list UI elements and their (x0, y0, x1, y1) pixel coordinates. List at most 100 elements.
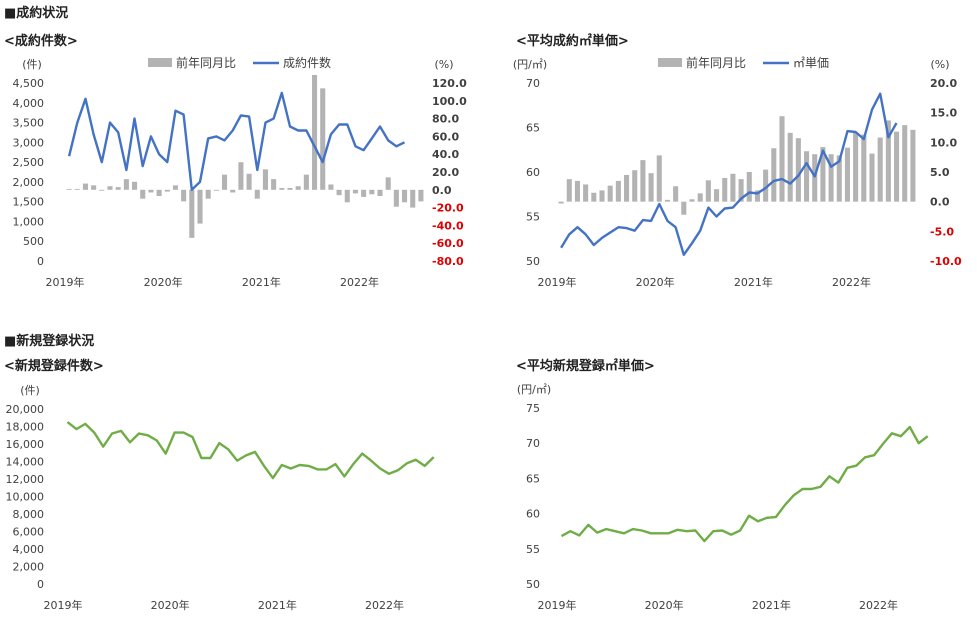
bar (271, 179, 277, 190)
bar (410, 189, 416, 208)
y-right-tick-label: -20.0 (432, 202, 464, 215)
y-right-tick-label: 60.0 (432, 130, 459, 143)
bar (648, 173, 654, 202)
bar (869, 153, 875, 202)
bar (303, 174, 309, 190)
bar (254, 189, 260, 199)
bar (894, 131, 900, 202)
y-left-tick-label: 12,000 (6, 473, 45, 486)
y-left-tick-label: 60 (526, 166, 540, 179)
y-left-tick-label: 10,000 (6, 491, 45, 504)
bar (615, 180, 621, 202)
bar (697, 193, 703, 202)
bar (836, 155, 842, 202)
bar (722, 177, 728, 202)
legend-swatch-bar (658, 58, 682, 67)
bar (574, 180, 580, 202)
y-left-unit-label: (件) (20, 384, 40, 397)
x-tick-label: 2022年 (365, 598, 404, 612)
y-left-tick-label: 500 (23, 235, 44, 248)
y-left-unit-label: (円/㎡) (517, 383, 551, 396)
y-left-tick-label: 55 (526, 543, 540, 556)
x-tick-label: 2019年 (538, 598, 577, 612)
bar (853, 132, 859, 202)
y-left-tick-label: 4,500 (13, 77, 45, 90)
y-right-tick-label: 120.0 (432, 77, 467, 90)
y-left-tick-label: 6,000 (13, 526, 45, 539)
bar (885, 120, 891, 202)
bar (66, 188, 72, 190)
y-left-tick-label: 55 (526, 211, 540, 224)
bar (607, 185, 613, 202)
bar (279, 188, 285, 190)
bar (787, 132, 793, 202)
bar (640, 160, 646, 202)
bar (763, 169, 769, 202)
bar (844, 147, 850, 202)
y-left-tick-label: 0 (37, 578, 44, 591)
legend-label-bar: 前年同月比 (176, 55, 236, 70)
y-right-tick-label: -60.0 (432, 237, 464, 250)
y-left-unit-label: (件) (22, 58, 42, 71)
bar (238, 162, 244, 190)
x-tick-label: 2022年 (832, 275, 871, 289)
bar (132, 181, 138, 190)
bar (140, 189, 146, 199)
chart-title-registrations-unit-price: <平均新規登録㎡単価> (516, 359, 655, 374)
bar (599, 190, 605, 202)
y-right-unit-label: (%) (930, 58, 949, 71)
bar (746, 172, 752, 202)
y-left-tick-label: 65 (526, 122, 540, 135)
x-tick-label: 2020年 (645, 598, 684, 612)
bar (754, 190, 760, 202)
y-right-tick-label: 80.0 (432, 113, 459, 126)
y-left-tick-label: 4,000 (13, 543, 45, 556)
bar (328, 184, 334, 190)
y-left-tick-label: 70 (526, 77, 540, 90)
y-right-unit-label: (%) (434, 58, 453, 71)
chart-title-registrations-count: <新規登録件数> (4, 359, 104, 374)
x-tick-label: 2020年 (636, 275, 675, 289)
x-tick-label: 2022年 (340, 275, 379, 289)
bar (624, 174, 630, 202)
x-tick-label: 2021年 (242, 275, 281, 289)
series-line (67, 91, 406, 191)
bar (771, 148, 777, 202)
y-right-tick-label: 20.0 (432, 166, 459, 179)
x-tick-label: 2019年 (46, 275, 85, 289)
x-tick-label: 2019年 (44, 598, 83, 612)
bar (820, 147, 826, 202)
y-left-tick-label: 18,000 (6, 421, 45, 434)
bar (246, 173, 252, 190)
bar (861, 134, 867, 202)
bar (361, 189, 367, 197)
bar (189, 189, 195, 238)
x-tick-label: 2020年 (144, 275, 183, 289)
y-left-tick-label: 2,000 (13, 561, 45, 574)
bar (385, 177, 391, 190)
x-tick-label: 2021年 (752, 598, 791, 612)
bar (730, 173, 736, 202)
bar (369, 189, 375, 195)
y-right-tick-label: -80.0 (432, 255, 464, 268)
bar (156, 189, 162, 197)
y-left-tick-label: 60 (526, 508, 540, 521)
y-right-tick-label: 0.0 (930, 196, 950, 209)
section-title-contracts: ■成約状況 (4, 6, 69, 21)
x-tick-label: 2022年 (859, 598, 898, 612)
bar (99, 189, 105, 191)
bar (222, 174, 228, 190)
y-left-tick-label: 0 (37, 255, 44, 268)
bar (213, 189, 219, 191)
y-left-tick-label: 70 (526, 437, 540, 450)
legend-label-line: ㎡単価 (793, 56, 829, 70)
bar (82, 183, 88, 190)
y-right-tick-label: -40.0 (432, 219, 464, 232)
bar (107, 186, 113, 190)
bar (262, 169, 268, 190)
y-right-tick-label: 100.0 (432, 95, 467, 108)
bar (664, 199, 670, 202)
y-left-tick-label: 4,000 (13, 97, 45, 110)
bar (230, 189, 236, 193)
